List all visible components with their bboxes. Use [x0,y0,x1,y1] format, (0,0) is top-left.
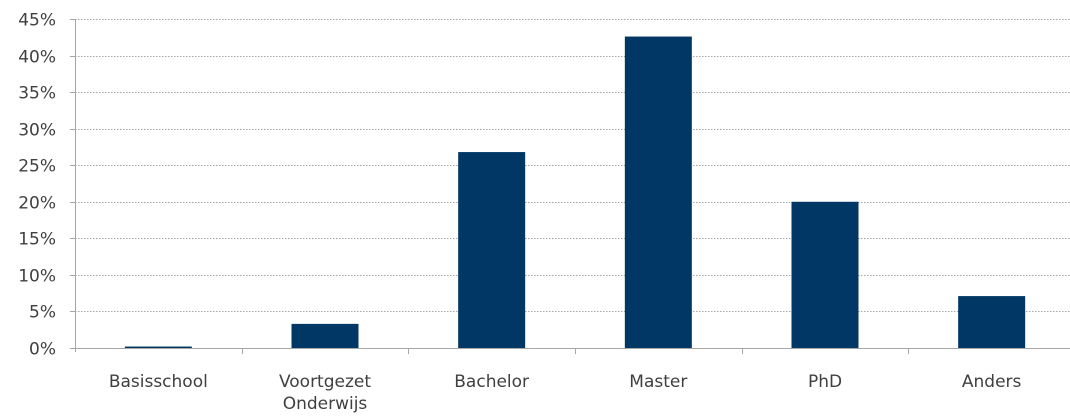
axes [70,19,1070,354]
bar [124,346,192,348]
x-tick-label-line: Anders [962,372,1022,392]
y-tick-label: 5% [29,303,56,323]
x-tick-label: Master [629,372,687,392]
x-tick-label-line: Bachelor [454,372,529,392]
bar [958,296,1026,348]
y-tick-label: 25% [18,157,56,177]
bar [624,36,692,349]
x-tick-label: Voortgezet Onderwijs [279,372,371,414]
x-tick-label-line: Voortgezet [279,372,371,392]
y-tick-label: 30% [18,121,56,141]
y-tick-label: 45% [18,11,56,31]
bar [291,323,359,348]
bar [791,201,859,348]
y-tick-label: 40% [18,48,56,68]
x-tick-label: Bachelor [454,372,529,392]
bar [458,152,526,348]
y-tick-label: 10% [18,267,56,287]
x-tick-label: Anders [962,372,1022,392]
x-tick-label-line: Basisschool [109,372,208,392]
x-tick-label-line: PhD [808,372,842,392]
gridlines [75,19,1070,312]
y-tick-label: 0% [29,340,56,360]
x-tick-label-line: Onderwijs [283,394,368,414]
bars [124,36,1026,349]
y-tick-label: 20% [18,194,56,214]
x-tick-label-line: Master [629,372,687,392]
x-tick-label: PhD [808,372,842,392]
x-tick-label: Basisschool [109,372,208,392]
labels: 0% 5% 10% 15% 20% 25% 30% 35% 40% 45% Basisschool V… [18,11,1021,415]
y-tick-label: 15% [18,230,56,250]
y-tick-label: 35% [18,84,56,104]
